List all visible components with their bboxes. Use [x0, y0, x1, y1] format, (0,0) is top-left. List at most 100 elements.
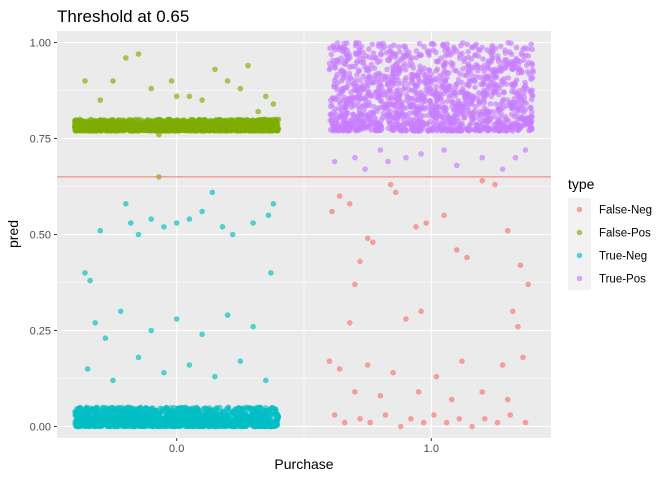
data-point	[235, 417, 241, 424]
data-point	[387, 96, 394, 103]
data-point	[350, 111, 356, 118]
data-point	[443, 69, 450, 76]
data-point	[148, 216, 154, 222]
data-point	[407, 110, 413, 117]
data-point	[194, 422, 201, 428]
data-point	[499, 125, 505, 132]
data-point	[499, 362, 506, 368]
data-point	[417, 107, 423, 113]
data-point	[188, 121, 194, 128]
data-point	[402, 67, 409, 73]
data-point	[139, 423, 145, 430]
y-tick-label: 0.75	[30, 134, 51, 146]
data-point	[438, 85, 445, 91]
data-point	[461, 58, 468, 65]
data-point	[464, 41, 471, 48]
data-point	[407, 103, 414, 110]
data-point	[247, 120, 254, 127]
data-point	[371, 103, 377, 110]
data-point	[93, 406, 99, 413]
data-point	[368, 93, 375, 99]
data-point	[102, 335, 109, 342]
data-point	[110, 78, 116, 84]
data-point	[390, 369, 396, 376]
data-point	[367, 116, 374, 122]
data-point	[396, 49, 403, 55]
data-point	[418, 151, 424, 157]
data-point	[514, 99, 521, 105]
data-point	[253, 417, 260, 424]
data-point	[518, 50, 525, 57]
x-tick-label: 1.0	[424, 443, 439, 455]
data-point	[408, 76, 415, 82]
data-point	[434, 109, 440, 116]
data-point	[85, 413, 91, 420]
data-point	[92, 423, 98, 430]
data-point	[419, 119, 425, 125]
data-point	[162, 423, 169, 430]
data-point	[448, 396, 455, 403]
data-point	[529, 113, 535, 120]
data-point	[431, 412, 437, 418]
data-point	[348, 89, 354, 95]
data-point	[380, 114, 386, 121]
data-point	[471, 108, 478, 114]
legend-label: True-Neg	[599, 251, 647, 263]
data-point	[417, 91, 424, 97]
data-point	[347, 320, 353, 326]
data-point	[481, 105, 488, 111]
data-point	[517, 115, 523, 122]
data-point	[326, 358, 333, 365]
data-point	[498, 81, 505, 88]
data-point	[528, 88, 534, 95]
data-point	[346, 64, 353, 70]
data-point	[118, 122, 124, 129]
data-point	[120, 408, 126, 415]
data-point	[329, 102, 335, 108]
data-point	[349, 101, 355, 107]
data-point	[347, 75, 354, 81]
data-point	[83, 123, 89, 130]
data-point	[387, 181, 394, 188]
data-point	[386, 112, 393, 118]
data-point	[200, 423, 207, 430]
data-point	[341, 122, 347, 128]
data-point	[145, 422, 151, 429]
data-point	[463, 98, 469, 105]
data-point	[427, 108, 434, 114]
data-point	[503, 116, 510, 123]
data-point	[402, 85, 408, 91]
data-point	[457, 110, 464, 117]
data-point	[213, 423, 219, 430]
data-point	[403, 91, 410, 98]
data-point	[352, 281, 358, 288]
data-point	[515, 127, 522, 133]
legend-label: False-Pos	[599, 228, 651, 240]
data-point	[168, 123, 175, 130]
data-point	[156, 116, 163, 123]
data-point	[266, 127, 272, 134]
data-point	[199, 121, 206, 128]
data-point	[520, 354, 526, 361]
data-point	[345, 96, 352, 103]
data-point	[417, 112, 424, 119]
data-point	[128, 220, 134, 226]
data-point	[364, 235, 371, 242]
data-point	[366, 46, 372, 52]
data-point	[424, 104, 431, 110]
data-point	[240, 118, 247, 125]
data-point	[341, 60, 347, 67]
data-point	[263, 377, 269, 384]
data-point	[413, 54, 420, 61]
data-point	[482, 416, 488, 422]
data-point	[335, 128, 342, 134]
data-point	[396, 65, 402, 72]
data-point	[196, 116, 202, 123]
chart-title: Threshold at 0.65	[57, 7, 189, 26]
data-point	[453, 48, 460, 54]
data-point	[272, 418, 278, 424]
data-point	[135, 51, 142, 57]
data-point	[179, 418, 186, 424]
data-point	[189, 423, 196, 430]
data-point	[444, 74, 450, 81]
